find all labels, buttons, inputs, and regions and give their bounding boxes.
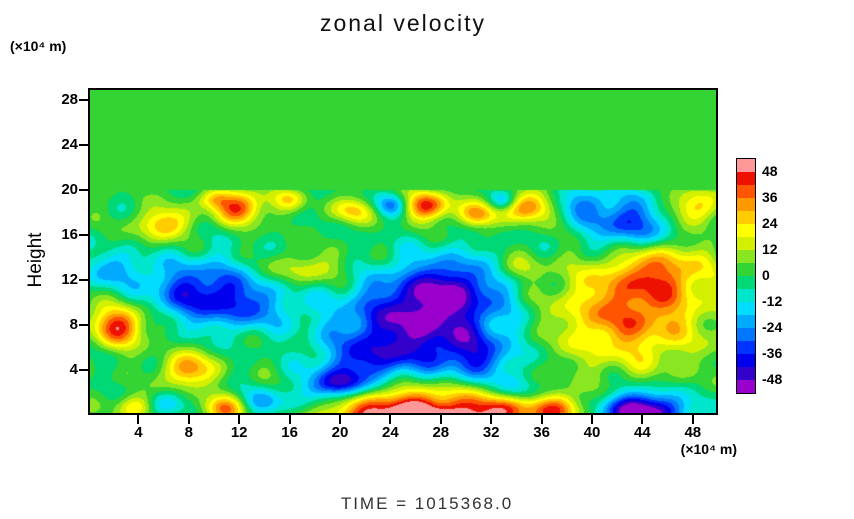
colorbar-segment — [737, 302, 755, 315]
x-tick-label: 44 — [634, 424, 651, 441]
x-tick-mark — [641, 415, 644, 424]
y-tick-label: 24 — [61, 136, 78, 154]
x-tick-mark — [691, 415, 694, 424]
x-tick-label: 28 — [432, 424, 450, 441]
colorbar-segment — [737, 263, 755, 276]
y-axis-units: (×10⁴ m) — [10, 38, 67, 54]
colorbar-segment — [737, 185, 755, 198]
y-tick-label: 12 — [61, 271, 78, 289]
y-tick-label: 28 — [61, 91, 78, 109]
colorbar — [736, 158, 756, 394]
page-title: zonal velocity — [319, 10, 487, 36]
colorbar-tick-label: -24 — [762, 319, 783, 335]
y-tick-mark — [79, 189, 88, 192]
colorbar-segment — [737, 315, 755, 328]
y-tick-mark — [79, 144, 88, 147]
colorbar-segment — [737, 367, 755, 380]
colorbar-segment — [737, 289, 755, 302]
x-tick-mark — [490, 415, 493, 424]
colorbar-segment — [737, 211, 755, 224]
y-tick-label: 8 — [69, 316, 78, 334]
y-tick-mark — [79, 279, 88, 282]
colorbar-tick-label: -48 — [762, 371, 783, 387]
x-tick-mark — [540, 415, 543, 424]
x-tick-mark — [288, 415, 291, 424]
x-tick-mark — [439, 415, 442, 424]
colorbar-segment — [737, 354, 755, 367]
y-tick-label: 4 — [69, 361, 78, 379]
x-tick-label: 32 — [482, 424, 500, 441]
x-tick-label: 16 — [281, 424, 298, 441]
x-tick-label: 12 — [230, 424, 248, 441]
colorbar-segment — [737, 198, 755, 211]
y-tick-mark — [79, 369, 88, 372]
x-axis-units: (×10⁴ m) — [680, 441, 737, 457]
colorbar-segment — [737, 237, 755, 250]
colorbar-segment — [737, 328, 755, 341]
colorbar-tick-label: -36 — [762, 345, 783, 361]
colorbar-tick-label: 48 — [762, 163, 778, 179]
y-tick-label: 20 — [61, 181, 78, 199]
colorbar-segment — [737, 159, 755, 172]
time-label: TIME = 1015368.0 — [340, 494, 514, 513]
y-tick-mark — [79, 324, 88, 327]
x-tick-label: 8 — [184, 424, 193, 441]
colorbar-segment — [737, 341, 755, 354]
x-tick-label: 36 — [533, 424, 550, 441]
colorbar-segment — [737, 250, 755, 263]
x-tick-label: 48 — [684, 424, 702, 441]
contour-plot-canvas — [88, 88, 718, 415]
colorbar-segment — [737, 276, 755, 289]
x-tick-label: 24 — [382, 424, 399, 441]
colorbar-segment — [737, 380, 755, 393]
x-tick-mark — [238, 415, 241, 424]
colorbar-tick-label: 0 — [762, 267, 770, 283]
y-tick-mark — [79, 99, 88, 102]
x-tick-label: 20 — [331, 424, 349, 441]
colorbar-tick-label: 36 — [762, 189, 778, 205]
x-tick-label: 4 — [134, 424, 143, 441]
x-tick-mark — [389, 415, 392, 424]
x-tick-mark — [137, 415, 140, 424]
colorbar-tick-label: 12 — [762, 241, 778, 257]
x-tick-mark — [591, 415, 593, 424]
colorbar-tick-label: 24 — [762, 215, 778, 231]
colorbar-segment — [737, 224, 755, 237]
y-axis-label: Height — [25, 232, 46, 288]
y-tick-mark — [79, 234, 88, 237]
x-tick-label: 40 — [583, 424, 601, 441]
colorbar-tick-label: -12 — [762, 293, 783, 309]
colorbar-segment — [737, 172, 755, 185]
y-tick-label: 16 — [61, 226, 78, 244]
x-tick-mark — [187, 415, 190, 424]
x-tick-mark — [339, 415, 341, 424]
